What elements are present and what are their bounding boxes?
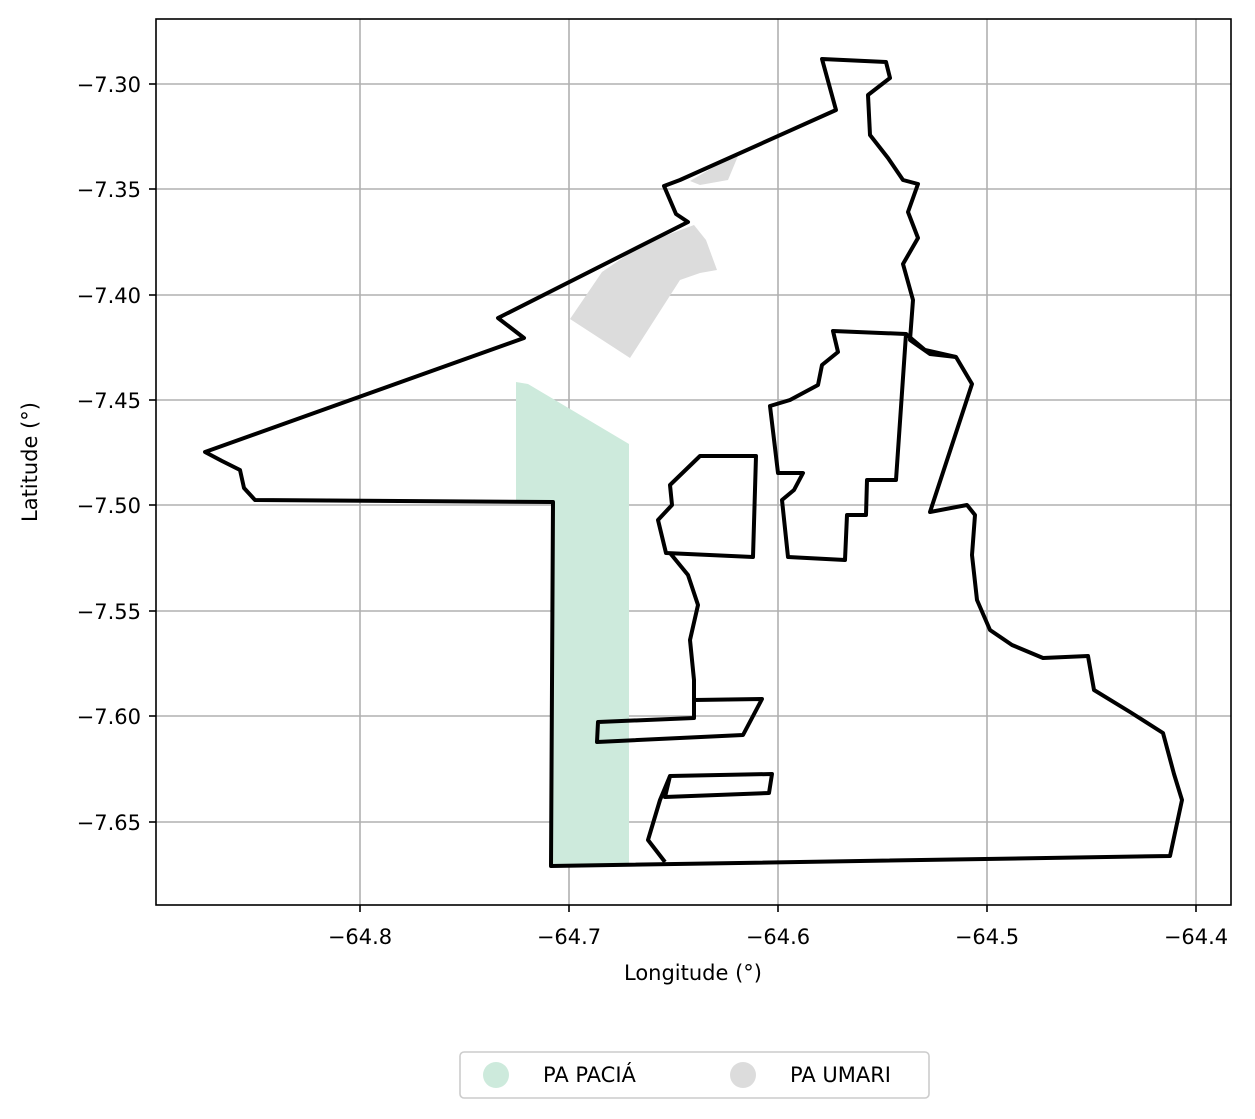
x-tick-label: −64.4 — [1164, 925, 1228, 949]
inner-parcels — [595, 329, 957, 864]
y-tick-label: −7.40 — [77, 284, 141, 308]
y-axis-label: Latitude (°) — [18, 402, 42, 522]
parcel-lower-strip — [663, 772, 774, 799]
y-tick-label: −7.50 — [77, 494, 141, 518]
x-tick-label: −64.7 — [537, 925, 601, 949]
x-tick-labels: −64.8 −64.7 −64.6 −64.5 −64.4 — [328, 925, 1228, 949]
y-tick-label: −7.65 — [77, 811, 141, 835]
legend-label-pa-pacia: PA PACIÁ — [543, 1062, 637, 1087]
y-tick-label: −7.35 — [77, 178, 141, 202]
legend: PA PACIÁ PA UMARI — [459, 1051, 930, 1099]
parcel-upper-strip — [595, 697, 764, 744]
parcel-central — [768, 329, 908, 562]
y-tick-label: −7.60 — [77, 705, 141, 729]
pa-pacia-area — [516, 382, 629, 866]
y-tick-labels: −7.30 −7.35 −7.40 −7.45 −7.50 −7.55 −7.6… — [77, 73, 141, 835]
legend-box — [459, 1051, 930, 1099]
x-tick-label: −64.5 — [955, 925, 1019, 949]
x-tick-label: −64.8 — [328, 925, 392, 949]
x-axis-label: Longitude (°) — [624, 961, 762, 985]
parcel-west-rectangle — [656, 454, 758, 559]
y-tick-label: −7.30 — [77, 73, 141, 97]
plot-frame — [155, 18, 1232, 906]
legend-swatch-pa-pacia — [483, 1062, 509, 1088]
x-tick-label: −64.6 — [746, 925, 810, 949]
river-west-bank — [646, 551, 700, 864]
legend-swatch-pa-umari — [730, 1062, 756, 1088]
tick-marks — [149, 83, 1197, 912]
y-tick-label: −7.45 — [77, 389, 141, 413]
parcel-east-branch — [904, 332, 957, 359]
y-tick-label: −7.55 — [77, 600, 141, 624]
gridlines — [156, 19, 1231, 905]
legend-label-pa-umari: PA UMARI — [790, 1063, 891, 1087]
pa-umari-area — [570, 156, 738, 358]
municipality-boundary — [203, 57, 1184, 868]
